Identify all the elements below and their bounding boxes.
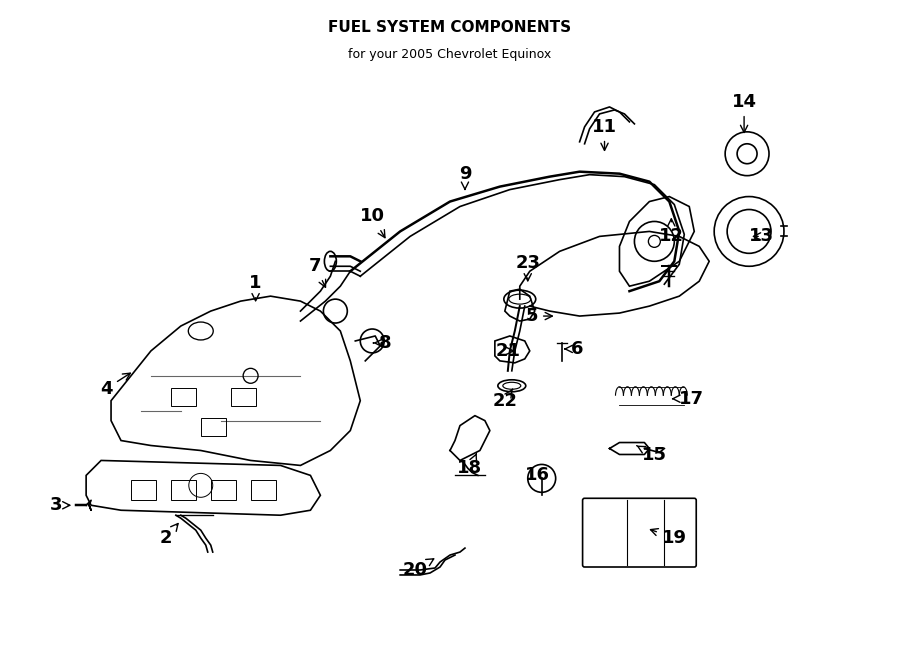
Text: 17: 17 xyxy=(672,390,704,408)
Text: 8: 8 xyxy=(374,334,392,352)
Bar xyxy=(131,481,156,500)
Text: for your 2005 Chevrolet Equinox: for your 2005 Chevrolet Equinox xyxy=(348,48,552,61)
Text: 13: 13 xyxy=(749,227,773,245)
Text: 4: 4 xyxy=(100,373,130,398)
Text: 14: 14 xyxy=(732,93,757,132)
Text: 6: 6 xyxy=(565,340,584,358)
Text: 23: 23 xyxy=(516,254,540,281)
Text: 19: 19 xyxy=(651,529,687,547)
Text: 18: 18 xyxy=(457,454,482,477)
Text: 21: 21 xyxy=(495,342,520,360)
Text: 3: 3 xyxy=(50,496,70,514)
Text: 16: 16 xyxy=(526,467,550,485)
Bar xyxy=(201,418,226,436)
Bar xyxy=(171,481,196,500)
Text: FUEL SYSTEM COMPONENTS: FUEL SYSTEM COMPONENTS xyxy=(328,20,572,35)
Text: 22: 22 xyxy=(492,389,517,410)
Bar xyxy=(211,481,236,500)
Text: 20: 20 xyxy=(402,559,434,579)
Text: 9: 9 xyxy=(459,165,472,189)
Text: 10: 10 xyxy=(360,208,385,238)
Text: 2: 2 xyxy=(159,524,178,547)
Text: 5: 5 xyxy=(526,307,553,325)
Bar xyxy=(171,388,196,406)
Text: 12: 12 xyxy=(659,219,684,245)
Text: 7: 7 xyxy=(310,257,326,288)
Text: 15: 15 xyxy=(636,446,667,465)
Bar xyxy=(250,481,275,500)
Bar xyxy=(230,388,256,406)
Text: 1: 1 xyxy=(249,274,262,301)
Text: 11: 11 xyxy=(592,118,617,151)
